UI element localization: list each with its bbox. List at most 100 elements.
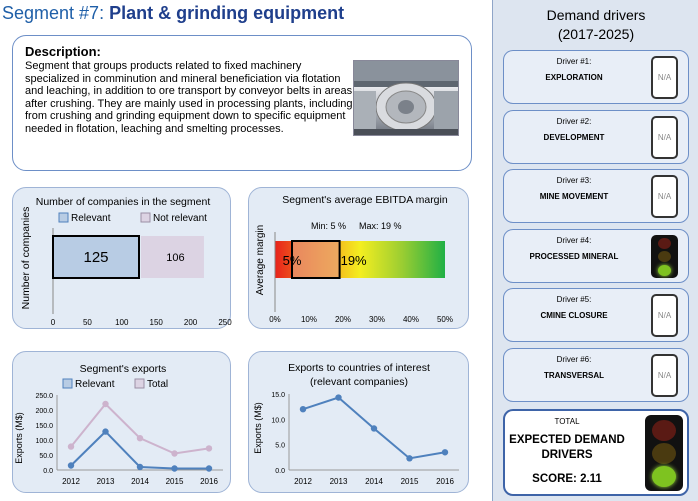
ebitda-chart-title: Segment's average EBITDA margin (282, 194, 448, 206)
driver-status-na: N/A (651, 175, 678, 218)
exports-point (171, 450, 178, 457)
companies-chart: Number of companies in the segment Numbe… (20, 196, 232, 327)
demand-drivers-title-line1: Demand drivers (546, 7, 646, 23)
bar-relevant-value: 125 (83, 249, 108, 266)
countries-x-tick: 2016 (436, 477, 454, 486)
bar-relevant (52, 235, 140, 279)
traffic-light-icon (651, 234, 678, 278)
exports-point (171, 465, 178, 472)
ebitda-y-label: Average margin (255, 225, 266, 295)
countries-point (335, 394, 342, 401)
ebitda-max-value: 19% (341, 253, 367, 268)
ebitda-min-label: Min: 5 % (311, 221, 346, 231)
exports-chart-card: Segment's exports Exports (M$) Relevant … (12, 351, 231, 493)
exports-point (205, 445, 213, 452)
ebitda-axis: 0% 10% 20% 30% 40% 50% (269, 232, 453, 324)
companies-x-tick: 50 (83, 318, 92, 327)
companies-y-label: Number of companies (20, 207, 32, 310)
driver-card: Driver #3: MINE MOVEMENT N/A (503, 169, 689, 223)
countries-y-tick: 0.0 (275, 468, 285, 475)
exports-x-tick: 2014 (131, 477, 149, 486)
exports-x-tick: 2012 (62, 477, 80, 486)
ebitda-x-tick: 40% (403, 315, 419, 324)
exports-x-tick: 2016 (200, 477, 218, 486)
exports-point (205, 465, 213, 472)
demand-drivers-title-line2: (2017-2025) (557, 26, 635, 42)
exports-y-tick: 0.0 (43, 468, 53, 475)
companies-x-tick: 200 (184, 318, 198, 327)
total-title-line1: EXPECTED DEMAND (509, 434, 625, 446)
exports-chart: Segment's exports Exports (M$) Relevant … (14, 363, 223, 486)
driver-status-na: N/A (651, 353, 678, 397)
legend-exports-relevant-label: Relevant (75, 379, 115, 390)
exports-point (136, 463, 144, 471)
driver-number: Driver #1: (556, 57, 592, 66)
segment-name: Plant & grinding equipment (109, 3, 345, 23)
bar-not-relevant (141, 236, 204, 278)
countries-chart-card: Exports to countries of interest (releva… (248, 351, 469, 493)
total-label: TOTAL (554, 417, 580, 426)
exports-y-tick: 200.0 (35, 408, 53, 415)
segment-prefix: Segment #7: (2, 3, 110, 23)
ebitda-x-tick: 20% (335, 315, 351, 324)
ebitda-chart-card: Segment's average EBITDA margin Average … (248, 187, 469, 329)
countries-point (299, 406, 307, 413)
total-traffic-light-icon (645, 415, 683, 491)
countries-point (370, 425, 378, 432)
driver-name: PROCESSED MINERAL (529, 251, 619, 261)
countries-plot: 0.0 5.0 10.0 15.0 2012 2013 2014 2015 2016 (271, 392, 459, 486)
driver-number: Driver #5: (556, 295, 592, 304)
ebitda-x-tick: 50% (437, 315, 453, 324)
ebitda-x-tick: 10% (301, 315, 317, 324)
exports-y-tick: 150.0 (35, 423, 53, 430)
driver-name: MINE MOVEMENT (539, 192, 609, 201)
ebitda-x-tick: 30% (369, 315, 385, 324)
countries-y-tick: 5.0 (275, 443, 285, 450)
total-title: EXPECTED DEMAND DRIVERS (505, 433, 629, 463)
page-title: Segment #7: Plant & grinding equipment (2, 3, 344, 24)
legend-relevant-label: Relevant (71, 213, 111, 224)
driver-name: DEVELOPMENT (543, 132, 605, 142)
driver-number: Driver #4: (556, 235, 592, 245)
exports-y-tick: 250.0 (35, 393, 53, 400)
driver-card: Driver #1: EXPLORATION N/A (503, 50, 689, 104)
driver-status-na: N/A (651, 56, 678, 99)
driver-status-na: N/A (651, 115, 678, 159)
legend-exports-relevant-swatch (62, 378, 73, 389)
ebitda-range-box (291, 240, 341, 279)
legend-exports-total-label: Total (147, 379, 168, 390)
grinding-mill-photo (353, 60, 459, 136)
countries-point (441, 449, 449, 456)
countries-y-label: Exports (M$) (253, 402, 263, 454)
description-heading: Description: (25, 44, 101, 59)
driver-name: CMINE CLOSURE (540, 311, 608, 320)
ebitda-max-label: Max: 19 % (359, 221, 402, 231)
exports-y-tick: 100.0 (35, 438, 53, 445)
total-score: SCORE: 2.11 (532, 473, 602, 485)
exports-y-label: Exports (M$) (14, 412, 24, 464)
exports-chart-title: Segment's exports (80, 363, 167, 375)
driver-number: Driver #3: (556, 176, 592, 185)
driver-card: Driver #4: PROCESSED MINERAL (503, 228, 689, 283)
driver-card: Driver #6: TRANSVERSAL N/A (503, 347, 689, 402)
driver-number: Driver #2: (556, 116, 592, 126)
demand-drivers-title: Demand drivers (2017-2025) (493, 6, 698, 44)
exports-point (136, 435, 144, 442)
total-card: TOTAL EXPECTED DEMAND DRIVERS SCORE: 2.1… (503, 409, 689, 496)
driver-name: EXPLORATION (545, 73, 603, 82)
demand-drivers-panel: Demand drivers (2017-2025) Driver #1: EXP… (492, 0, 698, 501)
countries-point (406, 455, 413, 462)
legend-not-relevant-swatch (140, 212, 151, 223)
exports-y-tick: 50.0 (39, 453, 53, 460)
exports-plot: 0.0 50.0 100.0 150.0 200.0 250.0 2012 2013 2014 2… (35, 393, 223, 486)
ebitda-min-value: 5% (283, 253, 302, 268)
ebitda-x-tick: 0% (269, 315, 281, 324)
exports-point (67, 443, 75, 450)
countries-y-tick: 15.0 (271, 392, 285, 399)
exports-point (102, 428, 109, 435)
legend-exports-total-swatch (134, 378, 145, 389)
countries-chart-title: Exports to countries of interest (288, 362, 430, 374)
companies-x-tick: 100 (115, 318, 129, 327)
total-title-line2: DRIVERS (541, 449, 593, 461)
exports-point (67, 462, 75, 469)
